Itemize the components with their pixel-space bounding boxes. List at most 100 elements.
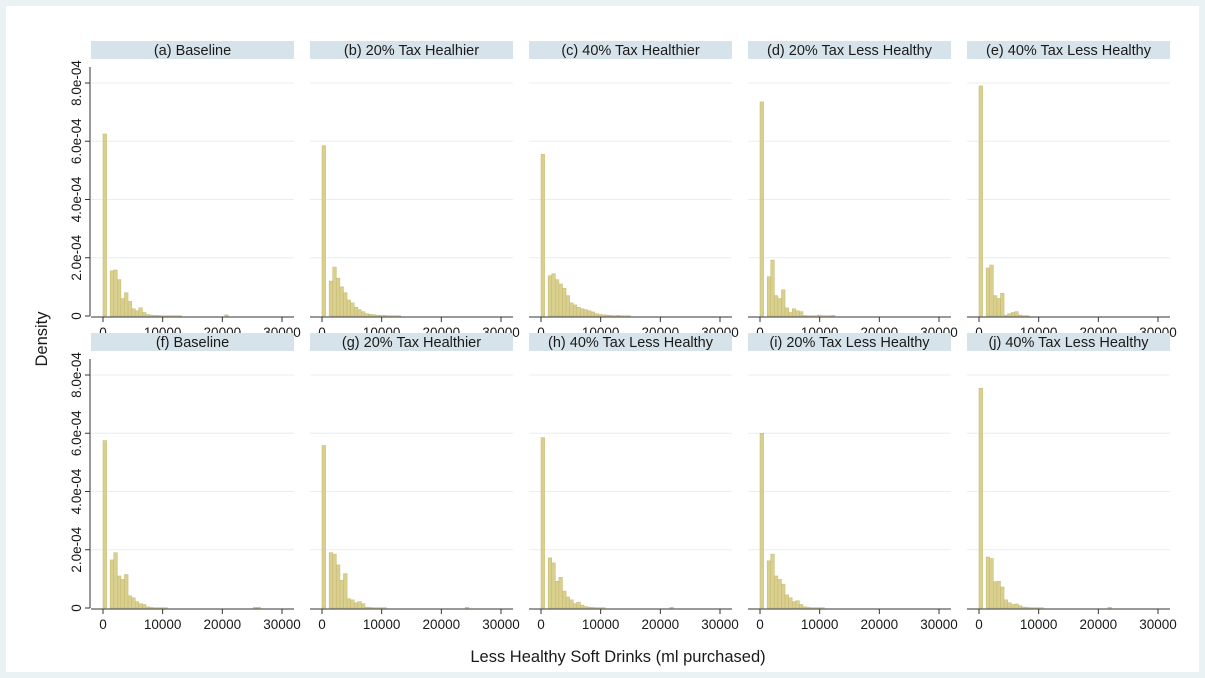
histogram-bar: [978, 387, 983, 609]
histogram-bar: [120, 298, 125, 317]
histogram-bar: [464, 607, 470, 609]
panel-header: [748, 41, 951, 59]
panel-background: [310, 41, 513, 316]
panel-background: [91, 41, 294, 316]
panel-title: (h) 40% Tax Less Healthy: [548, 335, 714, 351]
histogram-bar: [328, 280, 333, 317]
panel-9: (i) 20% Tax Less Healthy 0 10000 20000 30000: [748, 333, 958, 632]
histogram-bar: [795, 600, 800, 609]
x-tick-label: 20000: [1080, 617, 1118, 632]
y-tick-label: 0: [69, 604, 84, 612]
histogram-bar: [1014, 603, 1019, 609]
histogram-bar: [117, 279, 122, 317]
histogram-bar: [540, 154, 545, 317]
histogram-bar: [576, 307, 581, 317]
histogram-bar: [799, 604, 804, 609]
histogram-bar: [332, 553, 337, 609]
panel-background: [310, 333, 513, 608]
histogram-bar: [1107, 607, 1112, 609]
histogram-bar: [774, 295, 779, 317]
histogram-bar: [569, 599, 574, 609]
histogram-bar: [985, 556, 990, 609]
x-tick-label: 10000: [801, 617, 839, 632]
x-tick-label: 0: [975, 325, 983, 340]
histogram-bar: [156, 315, 161, 317]
histogram-bar: [1010, 604, 1016, 609]
panel-header: [748, 333, 951, 351]
histogram-bar: [357, 309, 362, 317]
x-tick-label: 20000: [204, 617, 242, 632]
histogram-bar: [791, 308, 797, 317]
histogram-bar: [1021, 606, 1026, 609]
histogram-bar: [321, 445, 326, 609]
histogram-bar: [361, 603, 366, 609]
histogram-bar: [339, 580, 344, 609]
x-tick-label: 0: [99, 617, 107, 632]
histogram-bar: [791, 601, 797, 609]
histogram-bar: [134, 601, 140, 609]
histogram-bar: [1010, 312, 1016, 317]
x-tick-label: 0: [318, 325, 326, 340]
histogram-bar: [1000, 586, 1005, 609]
panel-header: [967, 41, 1170, 59]
x-tick-label: 0: [756, 325, 764, 340]
histogram-bar: [109, 270, 114, 317]
panel-header: [310, 333, 513, 351]
x-tick-label: 0: [756, 617, 764, 632]
histogram-bar: [113, 552, 118, 609]
histogram-bar: [353, 602, 359, 609]
histogram-bar: [580, 604, 585, 609]
histogram-bar: [547, 275, 552, 317]
histogram-bar: [357, 601, 362, 609]
histogram-bar: [127, 595, 132, 609]
histogram-bar: [978, 85, 983, 317]
panel-title: (i) 20% Tax Less Healthy: [769, 335, 930, 351]
histogram-bar: [989, 264, 994, 317]
histogram-bar: [102, 440, 107, 609]
y-axis-title: Density: [33, 311, 51, 367]
y-tick-label: 4.0e-04: [69, 468, 84, 514]
histogram-bar: [784, 594, 789, 609]
histogram-bar: [321, 145, 326, 317]
histogram-bar: [605, 314, 610, 317]
histogram-bar: [770, 553, 775, 609]
x-tick-label: 0: [99, 325, 107, 340]
histogram-bar: [368, 314, 373, 317]
figure: Density Less Healthy Soft Drinks (ml pur…: [6, 6, 1199, 672]
histogram-bar: [127, 301, 132, 317]
histogram-bar: [802, 606, 807, 609]
x-tick-label: 30000: [701, 617, 739, 632]
histogram-bar: [555, 279, 560, 317]
histogram-bar: [770, 259, 775, 317]
histogram-bar: [562, 288, 567, 317]
histogram-bar: [1014, 311, 1019, 317]
histogram-bar: [547, 557, 552, 609]
histogram-bar: [336, 564, 341, 609]
histogram-bar: [1007, 602, 1012, 609]
x-tick-label: 0: [537, 325, 545, 340]
histogram-bar: [777, 579, 782, 609]
histogram-bar: [350, 599, 355, 609]
histogram-bar: [993, 581, 998, 609]
x-tick-label: 20000: [861, 617, 899, 632]
histogram-bar: [587, 606, 592, 609]
histogram-bar: [149, 607, 154, 609]
histogram-bar: [145, 606, 150, 609]
panel-header: [529, 41, 732, 59]
histogram-bar: [759, 101, 764, 317]
histogram-bar: [781, 583, 786, 609]
histogram-bar: [569, 302, 574, 317]
x-tick-label: 10000: [363, 617, 401, 632]
histogram-bar: [339, 286, 344, 317]
histogram-bar: [1003, 315, 1008, 317]
x-tick-label: 20000: [642, 617, 680, 632]
histogram-bar: [996, 580, 1001, 609]
panel-background: [967, 333, 1170, 608]
histogram-bar: [371, 314, 376, 317]
histogram-bar: [131, 308, 136, 317]
histogram-bar: [831, 315, 836, 317]
histogram-bar: [102, 133, 107, 317]
histogram-bar: [375, 314, 380, 317]
histogram-bar: [590, 607, 595, 609]
